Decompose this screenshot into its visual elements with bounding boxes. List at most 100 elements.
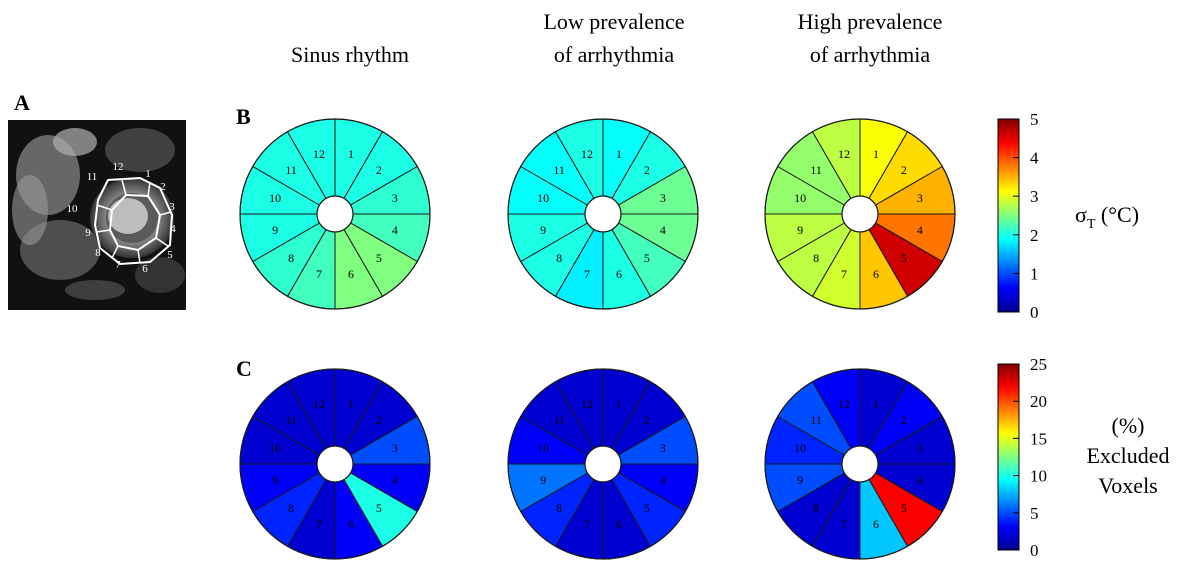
segment-label-6: 6: [616, 517, 622, 531]
bullseye-center: [584, 445, 622, 483]
segment-label-11: 11: [553, 413, 565, 427]
colorbar-tick-label-2: 2: [1030, 226, 1039, 245]
segment-label-12: 12: [581, 397, 593, 411]
segment-label-7: 7: [841, 517, 847, 531]
segment-label-2: 2: [644, 413, 650, 427]
segment-label-7: 7: [316, 267, 322, 281]
colorbar-tick-label-25: 25: [1030, 355, 1047, 374]
segment-label-6: 6: [348, 267, 354, 281]
bullseye-outline: [764, 118, 956, 310]
segment-label-1: 1: [873, 397, 879, 411]
colorbar-excluded: 0 5 10 15 20 25: [997, 355, 1047, 560]
segment-label-2: 2: [901, 413, 907, 427]
segment-label-11: 11: [810, 413, 822, 427]
colorbar-tick-label-1: 1: [1030, 264, 1039, 283]
segment-label-12: 12: [838, 147, 850, 161]
colorbar-tick-label-3: 3: [1030, 187, 1039, 206]
segment-label-5: 5: [901, 251, 907, 265]
segment-label-12: 12: [313, 147, 325, 161]
mri-segment-label-9: 9: [85, 227, 91, 239]
segment-label-12: 12: [838, 397, 850, 411]
mri-segment-label-8: 8: [95, 247, 101, 259]
mri-segment-label-11: 11: [87, 171, 98, 183]
mri-segment-label-1: 1: [145, 168, 151, 180]
segment-label-5: 5: [376, 251, 382, 265]
colorbar-excluded-label-3: Voxels: [1098, 473, 1158, 498]
segment-label-3: 3: [917, 191, 923, 205]
colorbar-excluded-gradient: [997, 363, 1020, 551]
mri-segment-label-6: 6: [142, 263, 148, 275]
segment-label-2: 2: [901, 163, 907, 177]
colorbar-excluded-label-1: (%): [1112, 413, 1145, 438]
segment-label-7: 7: [584, 517, 590, 531]
mri-segment-label-3: 3: [169, 201, 175, 213]
segment-label-8: 8: [813, 251, 819, 265]
segment-label-4: 4: [392, 223, 398, 237]
segment-label-12: 12: [313, 397, 325, 411]
segment-label-9: 9: [797, 223, 803, 237]
mri-segment-label-5: 5: [167, 249, 173, 261]
mri-segment-label-10: 10: [67, 203, 79, 215]
segment-label-6: 6: [873, 267, 879, 281]
colorbar-excluded-label-2: Excluded: [1086, 443, 1169, 468]
segment-label-3: 3: [392, 441, 398, 455]
mri-segment-label-7: 7: [115, 259, 121, 271]
segment-label-8: 8: [556, 251, 562, 265]
segment-label-12: 12: [581, 147, 593, 161]
segment-label-6: 6: [873, 517, 879, 531]
segment-label-9: 9: [797, 473, 803, 487]
colorbar-tick-label-5: 5: [1030, 504, 1039, 523]
segment-label-8: 8: [288, 501, 294, 515]
segment-label-9: 9: [272, 473, 278, 487]
segment-label-6: 6: [348, 517, 354, 531]
segment-label-10: 10: [537, 441, 549, 455]
segment-label-7: 7: [316, 517, 322, 531]
segment-label-3: 3: [392, 191, 398, 205]
mri-segment-label-2: 2: [160, 181, 166, 193]
bullseye-center: [841, 445, 879, 483]
segment-label-1: 1: [873, 147, 879, 161]
segment-label-10: 10: [269, 191, 281, 205]
colorbar-sigma: 0 1 2 3 4 5: [997, 110, 1039, 322]
segment-label-10: 10: [794, 441, 806, 455]
segment-label-4: 4: [917, 223, 923, 237]
bullseye-center: [316, 445, 354, 483]
segment-label-4: 4: [392, 473, 398, 487]
segment-label-1: 1: [348, 147, 354, 161]
segment-label-9: 9: [272, 223, 278, 237]
segment-label-8: 8: [288, 251, 294, 265]
segment-label-7: 7: [584, 267, 590, 281]
colorbar-tick-label-5: 5: [1030, 110, 1039, 129]
segment-label-3: 3: [917, 441, 923, 455]
panel-label-c: C: [236, 356, 252, 381]
colorbar-tick-label-0: 0: [1030, 303, 1039, 322]
bullseye-outline: [239, 118, 431, 310]
segment-label-6: 6: [616, 267, 622, 281]
bullseye-center: [584, 195, 622, 233]
segment-label-10: 10: [537, 191, 549, 205]
segment-label-2: 2: [376, 413, 382, 427]
segment-label-4: 4: [660, 223, 666, 237]
segment-label-5: 5: [644, 501, 650, 515]
segment-label-2: 2: [376, 163, 382, 177]
segment-label-5: 5: [376, 501, 382, 515]
column-title-2-line1: Low prevalence: [543, 9, 684, 34]
segment-label-10: 10: [794, 191, 806, 205]
segment-label-11: 11: [285, 413, 297, 427]
bullseye-outline: [239, 368, 431, 560]
segment-label-11: 11: [553, 163, 565, 177]
colorbar-tick-label-0: 0: [1030, 541, 1039, 560]
segment-label-9: 9: [540, 473, 546, 487]
segment-label-1: 1: [616, 397, 622, 411]
segment-label-1: 1: [616, 147, 622, 161]
bullseye-center: [316, 195, 354, 233]
column-title-1: Sinus rhythm: [291, 42, 409, 67]
column-title-3-line2: of arrhythmia: [810, 42, 931, 67]
